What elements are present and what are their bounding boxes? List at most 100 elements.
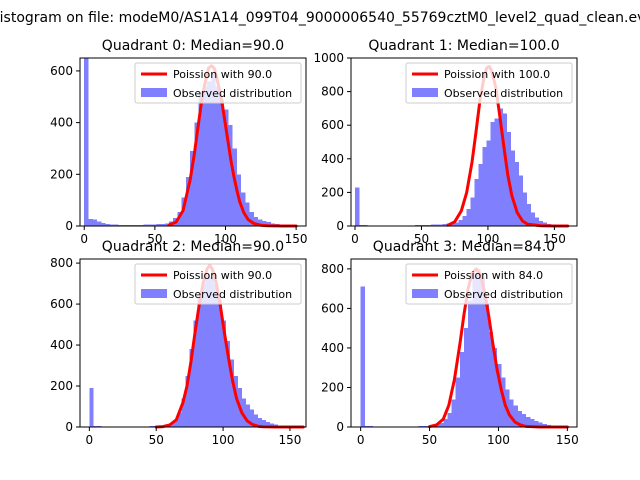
- y-tick-label: 600: [321, 118, 344, 132]
- x-tick-label: 150: [543, 232, 566, 246]
- histogram-bar: [434, 224, 440, 226]
- legend: Poission with 100.0 Observed distribution: [405, 62, 573, 104]
- histogram-bar: [266, 222, 271, 226]
- y-tick-label: 0: [336, 219, 344, 233]
- histogram-bar: [207, 81, 212, 226]
- y-tick-label: 600: [321, 301, 344, 315]
- histogram-bar: [494, 118, 499, 226]
- histogram-bar: [96, 221, 102, 226]
- x-tick-label: 50: [149, 433, 164, 447]
- legend: Poission with 84.0 Observed distribution: [405, 263, 573, 305]
- histogram-bar: [152, 224, 157, 226]
- histogram-bar: [262, 220, 267, 226]
- histogram-bar: [488, 332, 494, 427]
- histogram-bar: [526, 417, 531, 427]
- histogram-bar: [189, 349, 194, 427]
- histogram-bar: [542, 423, 547, 427]
- x-tick-label: 100: [214, 232, 237, 246]
- histogram-bar: [459, 351, 465, 427]
- histogram-bar: [89, 388, 94, 427]
- histogram-bar: [470, 197, 476, 226]
- histogram-bar: [513, 405, 518, 427]
- y-tick-label: 600: [50, 64, 73, 78]
- histogram-bar: [474, 178, 480, 226]
- histogram-bar: [215, 86, 220, 226]
- histogram-bar: [447, 413, 452, 427]
- histogram-bar: [105, 223, 110, 226]
- histogram-bar: [221, 320, 227, 427]
- histogram-bar: [509, 399, 514, 427]
- histogram-bar: [510, 150, 515, 226]
- histogram-bar: [521, 414, 527, 427]
- histogram-bar: [193, 320, 198, 427]
- legend: Poission with 90.0 Observed distribution: [134, 263, 302, 305]
- histogram-bar: [147, 224, 153, 226]
- histogram-bar: [213, 283, 219, 427]
- histogram-bar: [486, 140, 491, 226]
- histogram-bar: [472, 272, 477, 427]
- x-tick-label: 50: [414, 232, 429, 246]
- subplot-title: Quadrant 3: Median=84.0: [373, 239, 555, 255]
- subplot-quadrant-0: 0 50 100 150 0 200 400 600 Quadrant 0: Median=90…: [50, 38, 307, 246]
- legend-observed-swatch: [412, 88, 438, 97]
- histogram-bar: [241, 398, 247, 427]
- histogram-bar: [190, 151, 195, 226]
- histogram-bar: [484, 304, 489, 427]
- legend-poisson-label: Poission with 100.0: [444, 68, 550, 81]
- y-tick-label: 400: [321, 152, 344, 166]
- histogram-bar: [534, 217, 539, 226]
- histogram-bar: [450, 223, 456, 226]
- histogram-bar: [455, 377, 461, 427]
- histogram-bar: [530, 419, 535, 427]
- histogram-bar: [261, 419, 267, 427]
- legend-poisson-label: Poission with 90.0: [173, 269, 272, 282]
- histogram-bar: [538, 422, 543, 427]
- histogram-bar: [430, 224, 436, 226]
- histogram-bar: [229, 359, 235, 427]
- x-tick-label: 100: [212, 433, 235, 447]
- histogram-bar: [514, 162, 519, 226]
- legend-box: [405, 263, 573, 305]
- legend-observed-label: Observed distribution: [444, 87, 563, 100]
- histogram-bar: [109, 224, 115, 226]
- histogram-bar: [118, 224, 123, 226]
- histogram-bar: [468, 300, 473, 427]
- histogram-bar: [245, 202, 250, 226]
- y-tick-label: 600: [50, 297, 73, 311]
- x-tick-label: 0: [357, 433, 365, 447]
- histogram-bar: [497, 363, 502, 427]
- legend-observed-label: Observed distribution: [173, 87, 292, 100]
- histogram-bar: [173, 419, 178, 427]
- legend-box: [134, 263, 302, 305]
- subplot-quadrant-3: 0 50 100 150 0 200 400 600 800 Quadrant 3: Median…: [321, 239, 579, 447]
- y-tick-label: 400: [50, 338, 73, 352]
- histogram-bar: [177, 412, 182, 427]
- histogram-bar: [426, 224, 432, 226]
- y-tick-label: 200: [321, 185, 344, 199]
- legend-poisson-label: Poission with 90.0: [173, 68, 272, 81]
- histogram-bar: [228, 125, 233, 226]
- histogram-bar: [462, 215, 468, 226]
- histogram-bar: [439, 423, 444, 427]
- histogram-bar: [518, 175, 523, 226]
- histogram-bar: [530, 212, 535, 226]
- histogram-bar: [442, 223, 448, 226]
- x-tick-label: 0: [351, 232, 359, 246]
- histogram-bar: [502, 113, 507, 226]
- histogram-bar: [224, 109, 229, 226]
- x-tick-label: 50: [422, 433, 437, 447]
- histogram-bar: [526, 204, 531, 226]
- legend-observed-swatch: [141, 289, 167, 298]
- histogram-bar: [217, 299, 223, 427]
- legend-observed-swatch: [141, 88, 167, 97]
- y-tick-label: 800: [321, 85, 344, 99]
- histogram-bar: [498, 108, 503, 226]
- histogram-bar: [466, 209, 472, 226]
- y-tick-label: 200: [321, 380, 344, 394]
- y-tick-label: 0: [336, 420, 344, 434]
- histogram-bar: [422, 224, 428, 226]
- histogram-bar: [269, 423, 275, 427]
- histogram-bar: [517, 411, 523, 427]
- y-tick-label: 0: [65, 219, 73, 233]
